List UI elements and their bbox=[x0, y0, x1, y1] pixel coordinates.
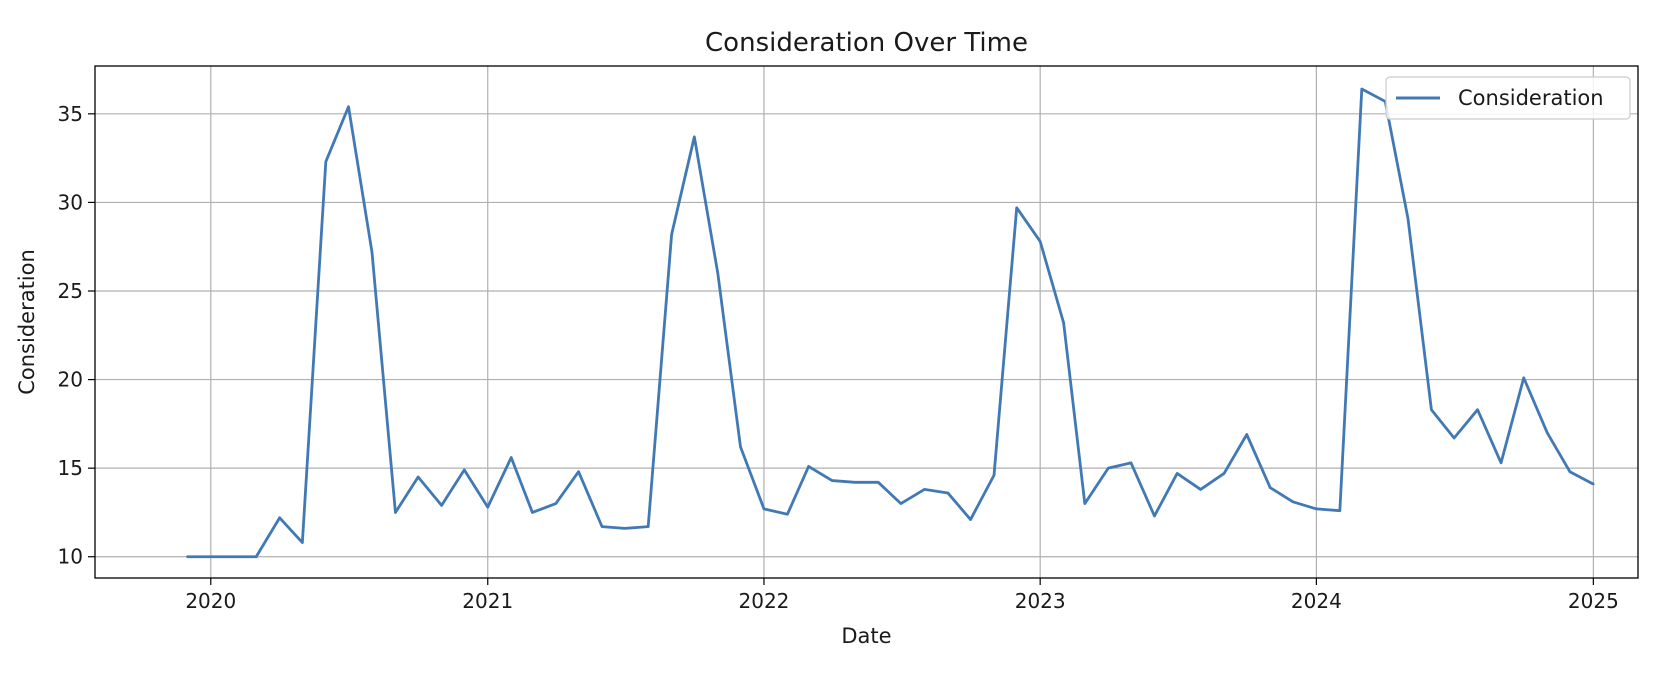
data-point bbox=[440, 504, 443, 507]
data-point bbox=[1153, 514, 1156, 518]
data-point bbox=[1545, 431, 1549, 434]
x-axis-ticks: 2020 2021 2022 2023 2024 2025 bbox=[185, 578, 1619, 613]
data-point bbox=[1038, 240, 1042, 243]
data-point bbox=[807, 465, 810, 468]
data-point bbox=[531, 511, 534, 514]
series-line bbox=[187, 87, 1595, 559]
data-point bbox=[1269, 486, 1272, 489]
data-point bbox=[899, 502, 903, 505]
data-point bbox=[577, 470, 580, 473]
data-point bbox=[830, 479, 834, 482]
data-point bbox=[1062, 321, 1065, 325]
y-tick-label: 10 bbox=[58, 545, 83, 569]
data-point bbox=[1107, 466, 1110, 470]
data-point bbox=[923, 488, 926, 491]
data-point bbox=[600, 525, 604, 528]
data-point bbox=[646, 525, 650, 528]
data-point bbox=[254, 555, 258, 558]
y-axis-label: Consideration bbox=[15, 249, 39, 395]
data-point bbox=[1199, 488, 1202, 491]
x-axis-label: Date bbox=[841, 624, 891, 648]
data-point bbox=[786, 513, 789, 516]
data-point bbox=[486, 505, 489, 509]
y-tick-label: 35 bbox=[58, 102, 83, 126]
data-point bbox=[278, 516, 281, 519]
gridlines bbox=[95, 66, 1638, 578]
data-point bbox=[716, 272, 719, 275]
data-point bbox=[209, 555, 212, 558]
data-point bbox=[1338, 509, 1342, 512]
data-point bbox=[946, 491, 950, 495]
legend: Consideration bbox=[1385, 76, 1631, 120]
data-point bbox=[693, 135, 696, 139]
chart-title: Consideration Over Time bbox=[705, 28, 1028, 58]
data-point bbox=[969, 518, 972, 521]
legend-label: Consideration bbox=[1458, 86, 1604, 110]
data-point bbox=[1499, 461, 1503, 465]
x-tick-label: 2024 bbox=[1291, 589, 1342, 613]
data-point bbox=[324, 160, 328, 163]
x-tick-label: 2020 bbox=[185, 589, 236, 613]
x-tick-label: 2025 bbox=[1568, 589, 1619, 613]
data-point bbox=[510, 456, 513, 459]
data-point bbox=[233, 555, 236, 558]
data-point bbox=[1522, 376, 1525, 380]
data-point bbox=[554, 502, 558, 505]
data-point bbox=[370, 250, 374, 254]
data-point bbox=[1568, 470, 1572, 473]
data-point bbox=[1291, 500, 1295, 504]
data-point bbox=[1129, 461, 1133, 465]
data-point bbox=[739, 445, 742, 449]
data-point bbox=[463, 468, 466, 472]
data-point bbox=[877, 481, 880, 484]
data-point bbox=[1315, 507, 1318, 511]
series-layer bbox=[186, 87, 1595, 559]
data-point bbox=[992, 474, 996, 477]
data-point bbox=[1452, 436, 1456, 440]
x-tick-label: 2022 bbox=[739, 589, 790, 613]
plot-frame bbox=[94, 65, 1639, 579]
y-axis-ticks: 10 15 20 25 30 35 bbox=[58, 102, 95, 569]
data-point bbox=[1406, 217, 1410, 220]
data-point bbox=[301, 541, 304, 544]
data-point bbox=[186, 555, 189, 558]
data-point bbox=[1245, 433, 1248, 436]
data-point bbox=[1015, 206, 1018, 209]
data-point bbox=[347, 105, 350, 108]
data-point bbox=[416, 475, 420, 479]
data-point bbox=[1175, 472, 1179, 475]
data-point bbox=[1476, 408, 1479, 411]
legend-box bbox=[1385, 76, 1631, 120]
data-point bbox=[1360, 87, 1363, 91]
data-point bbox=[853, 481, 856, 484]
y-tick-label: 25 bbox=[58, 279, 83, 303]
data-point bbox=[670, 233, 673, 236]
data-point bbox=[1430, 408, 1433, 411]
x-tick-label: 2021 bbox=[462, 589, 513, 613]
y-tick-label: 20 bbox=[58, 368, 83, 392]
data-point bbox=[1222, 472, 1226, 475]
y-tick-label: 15 bbox=[58, 456, 83, 480]
data-point bbox=[1083, 502, 1087, 505]
x-tick-label: 2023 bbox=[1015, 589, 1066, 613]
data-point bbox=[623, 527, 626, 530]
data-point bbox=[762, 507, 766, 511]
data-point bbox=[1592, 482, 1595, 486]
data-point bbox=[394, 511, 397, 514]
y-tick-label: 30 bbox=[58, 190, 83, 214]
